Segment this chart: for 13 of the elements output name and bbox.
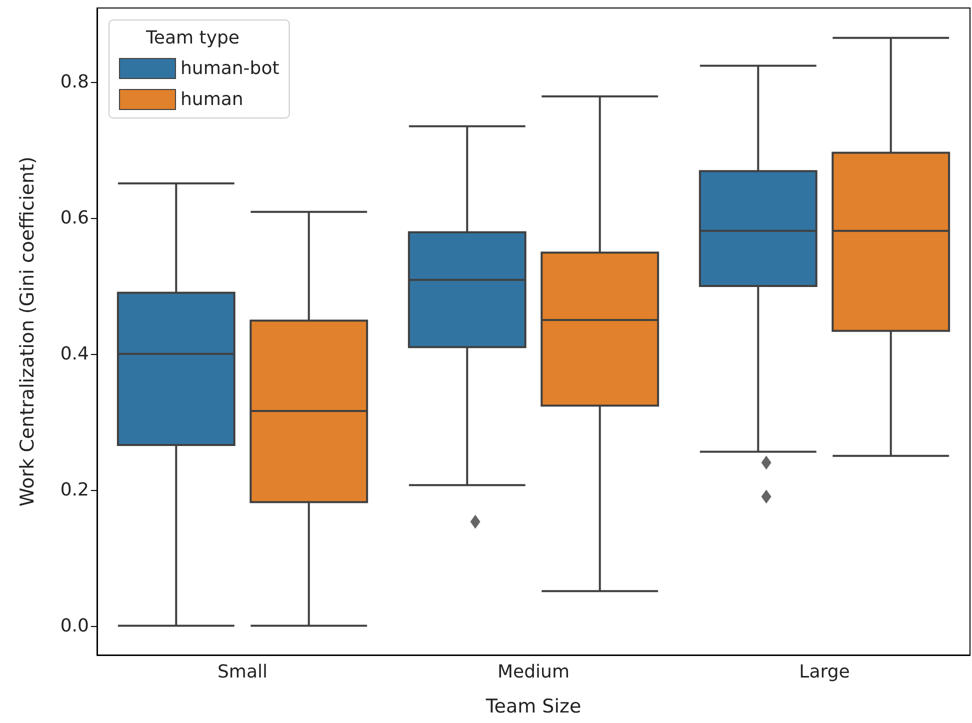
x-tick-label: Large <box>799 662 850 682</box>
x-tick-label: Small <box>218 662 268 682</box>
y-tick-label: 0.6 <box>60 208 89 229</box>
x-axis-title: Team Size <box>484 696 582 718</box>
legend-title: Team type <box>145 28 240 48</box>
x-tick-label: Medium <box>498 662 570 682</box>
y-tick-label: 0.0 <box>60 615 89 636</box>
y-axis-title: Work Centralization (Gini coefficient) <box>16 156 38 506</box>
y-tick-label: 0.8 <box>60 72 89 93</box>
y-tick-label: 0.4 <box>60 343 89 364</box>
legend-label: human-bot <box>180 58 280 79</box>
y-tick-label: 0.2 <box>60 479 89 500</box>
legend-label: human <box>180 89 244 110</box>
